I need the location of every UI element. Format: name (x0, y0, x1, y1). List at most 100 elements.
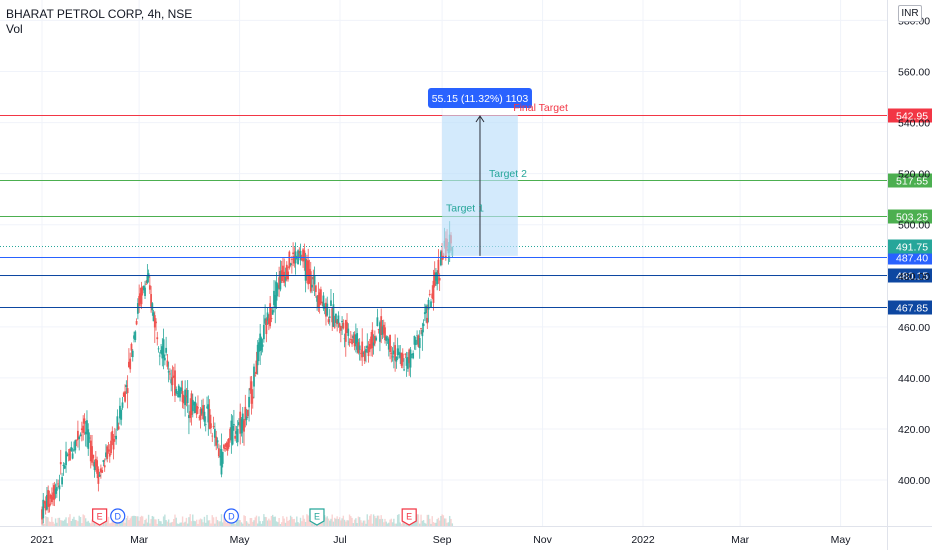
volume-bar (210, 523, 212, 526)
volume-bar (124, 522, 126, 526)
candle-body (356, 333, 359, 350)
symbol-title[interactable]: BHARAT PETROL CORP, 4h, NSE (6, 7, 193, 21)
candle-body (353, 334, 356, 347)
volume-bar (308, 520, 311, 526)
candle-body (371, 329, 374, 349)
candle-body (269, 303, 272, 327)
candle-body (190, 393, 193, 415)
volume-bar (207, 520, 210, 526)
candle-body (193, 402, 195, 406)
candle-body (326, 303, 329, 316)
volume-bar (325, 517, 327, 526)
volume-bar (249, 518, 251, 526)
volume-bar (374, 515, 376, 526)
candle-body (354, 334, 357, 344)
candle-body (44, 501, 47, 511)
volume-bar (165, 520, 167, 526)
volume-bar (111, 518, 113, 526)
volume-bar (75, 520, 78, 526)
volume-bar (90, 523, 92, 526)
volume-bar (417, 514, 420, 526)
time-tick-label: Mar (731, 534, 750, 546)
volume-bar (260, 523, 263, 526)
volume-indicator-label[interactable]: Vol (6, 22, 23, 36)
volume-bar (244, 516, 246, 526)
candle-body (241, 413, 244, 431)
candle-body (180, 387, 183, 391)
volume-bar (190, 521, 193, 526)
level-price-tag (888, 250, 932, 265)
candle-body (230, 420, 233, 441)
dividend-marker (110, 508, 126, 524)
currency-badge[interactable]: INR (898, 5, 922, 22)
volume-bar (261, 521, 264, 526)
volume-bar (185, 517, 188, 526)
level-price-text: 480.15 (896, 271, 928, 283)
volume-bar (411, 522, 413, 526)
candle-body (413, 335, 416, 345)
candle-body (284, 277, 287, 281)
level-price-text: 542.95 (896, 111, 928, 123)
candle-body (204, 424, 207, 426)
volume-bar (383, 522, 385, 526)
volume-bar (70, 520, 73, 526)
candle-body (270, 317, 273, 320)
candle-body (58, 485, 61, 490)
candle-body (141, 287, 144, 290)
event-marker-label[interactable]: D (228, 512, 235, 522)
volume-bar (266, 520, 269, 526)
volume-bar (215, 516, 217, 526)
volume-bar (92, 522, 94, 526)
level-caption: Final Target (513, 102, 568, 114)
volume-bar (441, 514, 443, 526)
volume-bar (311, 523, 313, 526)
volume-bar (238, 519, 240, 526)
event-marker-label[interactable]: E (97, 512, 103, 522)
candle-body (262, 324, 265, 340)
candle-body (255, 360, 258, 374)
volume-bar (224, 515, 226, 526)
volume-bar (337, 519, 340, 526)
candle-body (184, 389, 187, 406)
candle-body (70, 447, 73, 451)
volume-bar (231, 523, 234, 526)
event-marker-label[interactable]: D (114, 512, 121, 522)
candle-body (199, 409, 202, 420)
candle-body (370, 336, 372, 349)
volume-bar (166, 521, 169, 526)
candle-body (311, 284, 313, 288)
volume-bar (422, 520, 425, 526)
candle-body (110, 440, 112, 454)
volume-bar (366, 514, 368, 526)
candle-body (169, 373, 171, 375)
candle-body (139, 293, 142, 303)
volume-bar (273, 516, 275, 526)
candle-body (101, 470, 104, 473)
earnings-marker (92, 508, 108, 526)
candle-body (396, 348, 399, 355)
volume-bar (263, 514, 265, 526)
volume-bar (431, 516, 433, 526)
event-marker-label[interactable]: E (406, 512, 412, 522)
candle-body (62, 464, 65, 466)
volume-bar (174, 514, 176, 526)
earnings-marker (309, 508, 325, 526)
candle-body (271, 310, 274, 315)
candle-body (389, 334, 391, 353)
volume-bar (202, 522, 204, 526)
candle-body (360, 352, 362, 354)
volume-bar (347, 520, 349, 526)
volume-bar (332, 521, 335, 526)
event-marker-label[interactable]: E (314, 512, 320, 522)
candle-body (304, 258, 307, 281)
volume-bar (443, 518, 446, 526)
candle-body (106, 446, 109, 459)
candle-body (430, 301, 432, 308)
time-tick-label: Sep (433, 534, 452, 546)
volume-bar (331, 514, 333, 526)
volume-bar (365, 523, 367, 526)
volume-bar (393, 518, 395, 526)
candle-body (309, 271, 312, 292)
candle-body (235, 431, 238, 434)
